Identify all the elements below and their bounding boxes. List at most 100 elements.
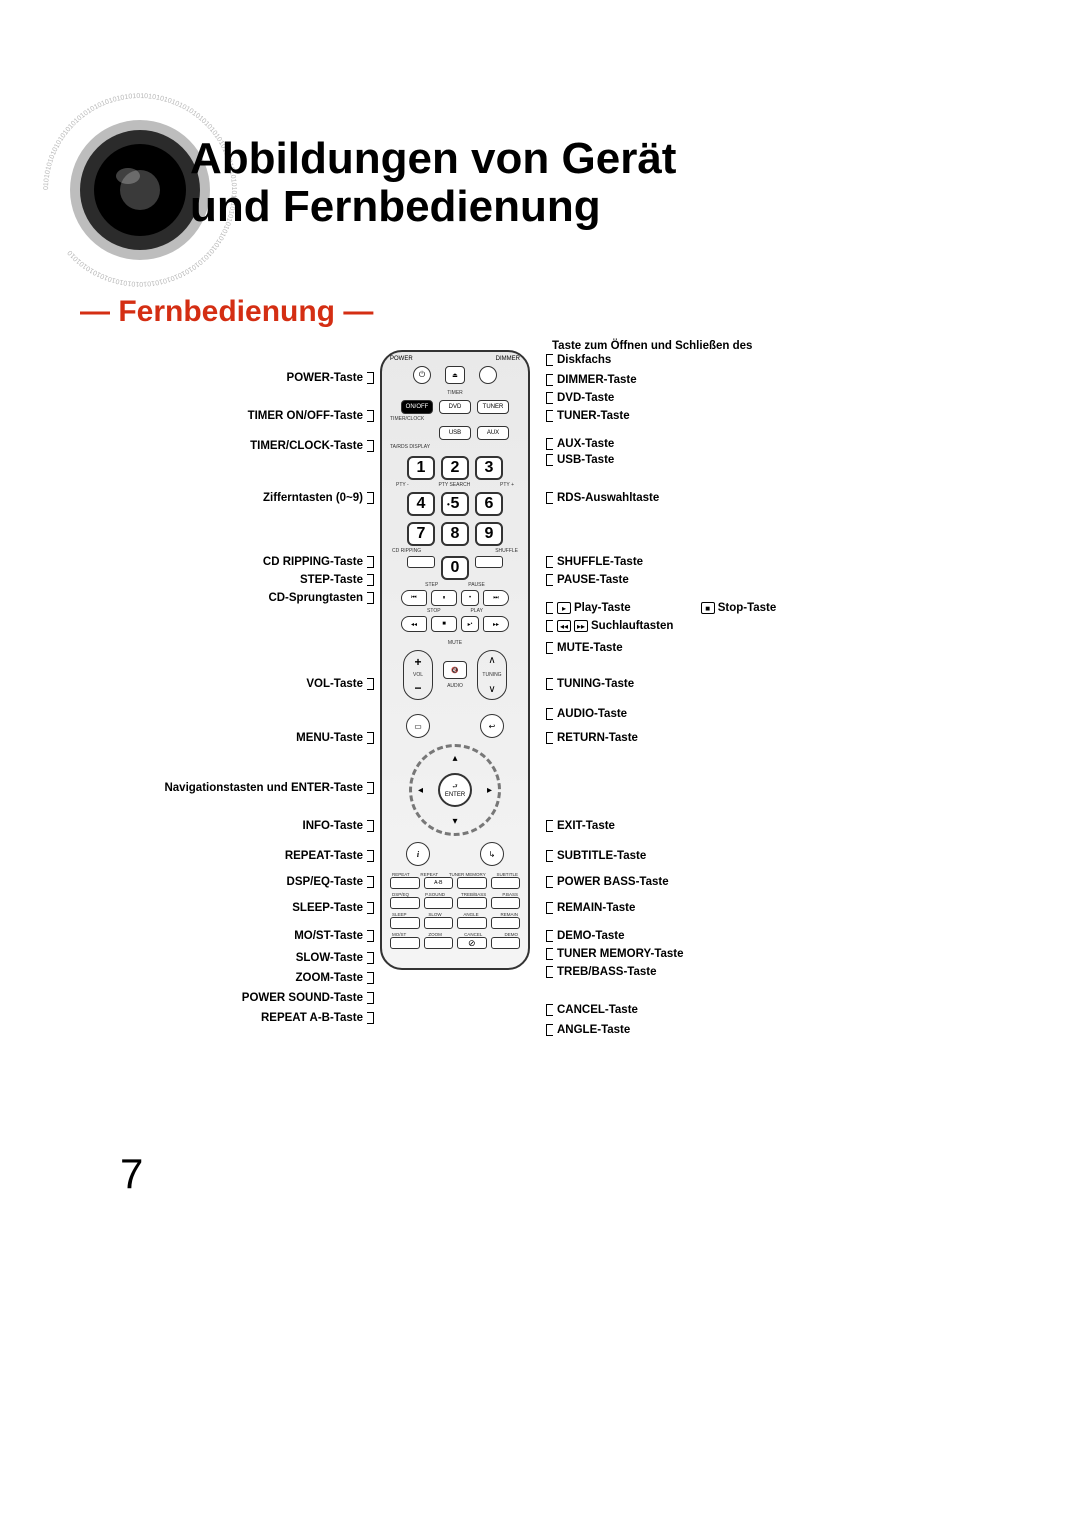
ffwd-icon: ▸▸ <box>483 616 509 632</box>
label-left: POWER-Taste <box>287 372 374 384</box>
grid-btn-3-0 <box>390 937 420 949</box>
cdripping-mini: CD RIPPING <box>392 548 421 554</box>
label-left: Navigationstasten und ENTER-Taste <box>164 782 374 794</box>
power-icon: ⏻ <box>413 366 431 384</box>
dvd-button: DVD <box>439 400 471 414</box>
timer-mini-label: TIMER <box>382 390 528 396</box>
pause-mini: PAUSE <box>468 582 485 588</box>
pause-icon: ⏸ <box>431 590 457 606</box>
menu-icon: ▭ <box>406 714 430 738</box>
num-6: 6 <box>475 492 503 516</box>
grid-btn-3-3 <box>491 937 521 949</box>
usb-button: USB <box>439 426 471 440</box>
num-8: 8 <box>441 522 469 546</box>
tuning-rocker: ∧ TUNING ∨ <box>477 650 507 700</box>
grid-btn-1-3 <box>491 897 521 909</box>
remote-diagram: POWER-TasteTIMER ON/OFF-TasteTIMER/CLOCK… <box>80 340 840 1060</box>
num-7: 7 <box>407 522 435 546</box>
label-right: Taste zum Öffnen und Schließen des <box>552 340 752 352</box>
label-right: DEMO-Taste <box>546 930 625 942</box>
num-9: 9 <box>475 522 503 546</box>
label-right: PAUSE-Taste <box>546 574 629 586</box>
label-left: ZOOM-Taste <box>295 972 374 984</box>
num-3: 3 <box>475 456 503 480</box>
info-icon: i <box>406 842 430 866</box>
label-right: ▸Play-Taste■Stop-Taste <box>546 602 776 614</box>
remote-top-label-dimmer: DIMMER <box>496 356 520 362</box>
label-right: SUBTITLE-Taste <box>546 850 646 862</box>
title-line-1: Abbildungen von Gerät <box>190 134 676 183</box>
section-title: — Fernbedienung — <box>80 295 373 329</box>
remote-bottom-grid: REPEATREPEATTUNER MEMORYSUBTITLEA-BDSP/E… <box>390 872 520 952</box>
label-left: Zifferntasten (0~9) <box>263 492 374 504</box>
label-left: TIMER/CLOCK-Taste <box>250 440 374 452</box>
grid-btn-3-1 <box>424 937 454 949</box>
label-left: SLEEP-Taste <box>292 902 374 914</box>
label-left: REPEAT A-B-Taste <box>261 1012 374 1024</box>
label-left: CD-Sprungtasten <box>268 592 374 604</box>
page-number: 7 <box>120 1150 143 1198</box>
page-title: Abbildungen von Gerät und Fernbedienung <box>190 135 676 232</box>
label-right: SHUFFLE-Taste <box>546 556 643 568</box>
dimmer-button <box>479 366 497 384</box>
label-right: Diskfachs <box>546 354 611 366</box>
label-right: DVD-Taste <box>546 392 614 404</box>
pty-minus: PTY - <box>396 482 409 488</box>
remote-illustration: POWER DIMMER ⏻ ⏏ TIMER ON/OFF DVD TUNER … <box>380 350 530 970</box>
num-0: 0 <box>441 556 469 580</box>
grid-btn-3-2: ⊘ <box>457 937 487 949</box>
label-right: EXIT-Taste <box>546 820 615 832</box>
label-left: CD RIPPING-Taste <box>263 556 374 568</box>
dot-btn: • <box>461 590 479 606</box>
label-left: MENU-Taste <box>296 732 374 744</box>
num-4: 4 <box>407 492 435 516</box>
label-right: ◂◂▸▸Suchlauftasten <box>546 620 673 632</box>
grid-btn-0-1: A-B <box>424 877 454 889</box>
vol-rocker: + VOL − <box>403 650 433 700</box>
grid-btn-1-1 <box>424 897 454 909</box>
exit-icon: ↳ <box>480 842 504 866</box>
label-left: DSP/EQ-Taste <box>287 876 374 888</box>
label-left: STEP-Taste <box>300 574 374 586</box>
num-5: •5 <box>441 492 469 516</box>
skip-next-icon: ⏭ <box>483 590 509 606</box>
return-icon: ↩ <box>480 714 504 738</box>
label-right: DIMMER-Taste <box>546 374 637 386</box>
rewind-icon: ◂◂ <box>401 616 427 632</box>
grid-btn-0-2 <box>457 877 487 889</box>
arrow-left-icon: ◂ <box>418 785 423 796</box>
grid-btn-2-2 <box>457 917 487 929</box>
shuffle-btn <box>475 556 503 568</box>
mute-mini: MUTE <box>382 640 528 646</box>
skip-prev-icon: ⏮ <box>401 590 427 606</box>
grid-btn-1-2 <box>457 897 487 909</box>
label-right: POWER BASS-Taste <box>546 876 669 888</box>
num-1: 1 <box>407 456 435 480</box>
grid-btn-2-0 <box>390 917 420 929</box>
shuffle-mini: SHUFFLE <box>495 548 518 554</box>
eject-icon: ⏏ <box>445 366 465 384</box>
grid-btn-2-1 <box>424 917 454 929</box>
label-right: RETURN-Taste <box>546 732 638 744</box>
label-left: VOL-Taste <box>306 678 374 690</box>
stop-mini: STOP <box>427 608 441 614</box>
tuner-button: TUNER <box>477 400 509 414</box>
navigation-dpad: ▴ ▾ ◂ ▸ ⮐ENTER <box>409 744 501 836</box>
label-right: AUDIO-Taste <box>546 708 627 720</box>
label-right: TUNER MEMORY-Taste <box>546 948 684 960</box>
label-right: MUTE-Taste <box>546 642 623 654</box>
label-right: REMAIN-Taste <box>546 902 635 914</box>
arrow-right-icon: ▸ <box>487 785 492 796</box>
label-right: ANGLE-Taste <box>546 1024 630 1036</box>
grid-btn-0-0 <box>390 877 420 889</box>
stop-icon: ■ <box>431 616 457 632</box>
label-left: SLOW-Taste <box>296 952 374 964</box>
timerclock-mini-label: TIMER/CLOCK <box>390 416 424 422</box>
label-right: TUNING-Taste <box>546 678 634 690</box>
rds-mini-label: TA/RDS DISPLAY <box>390 444 430 450</box>
audio-mini: AUDIO <box>447 683 463 689</box>
label-right: TREB/BASS-Taste <box>546 966 656 978</box>
grid-btn-0-3 <box>491 877 521 889</box>
label-right: CANCEL-Taste <box>546 1004 638 1016</box>
manual-page: 0101010101010101010101010101010101010101… <box>0 0 1080 1527</box>
